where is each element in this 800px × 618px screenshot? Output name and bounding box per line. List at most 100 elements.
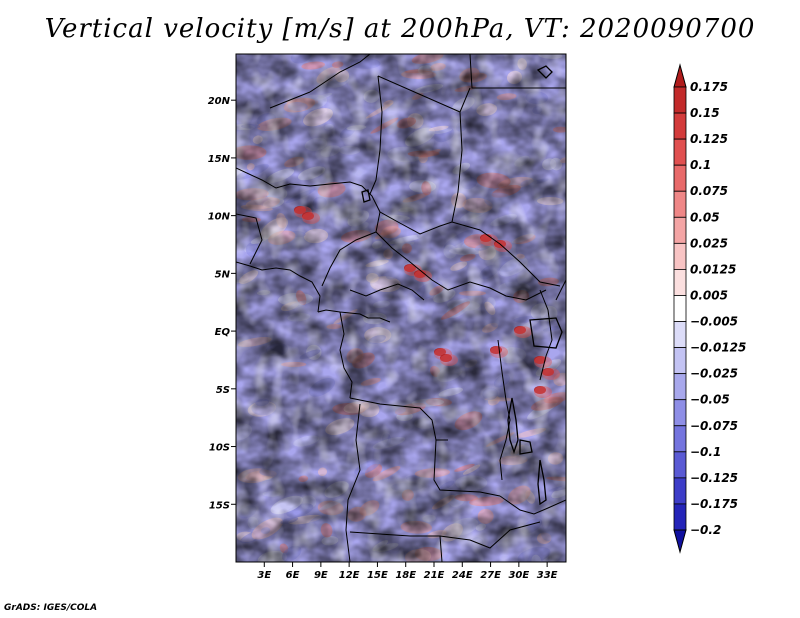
white-contours bbox=[236, 54, 566, 562]
colorbar-band bbox=[673, 216, 687, 244]
colorbar-arrow-bottom bbox=[673, 529, 687, 554]
y-axis: 20N 15N 10N 5N EQ 5S 10S 15S bbox=[208, 96, 236, 511]
border-congo bbox=[339, 311, 353, 399]
x-tick-label: 21E bbox=[424, 570, 445, 581]
border-angola-zambia bbox=[433, 439, 501, 497]
border-car-south bbox=[349, 283, 425, 301]
lake-victoria bbox=[529, 317, 563, 349]
colorbar-band bbox=[673, 242, 687, 270]
colorbar-label: −0.075 bbox=[690, 419, 738, 433]
x-tick-label: 15E bbox=[367, 570, 388, 581]
hotspot bbox=[302, 212, 314, 220]
x-tick-label: 24E bbox=[452, 570, 473, 581]
border-sahel bbox=[236, 167, 363, 189]
hotspot bbox=[534, 356, 546, 364]
y-tick-label: 5N bbox=[215, 269, 231, 280]
lake-malawi bbox=[537, 459, 547, 506]
border-chad-sudan bbox=[379, 211, 561, 287]
colorbar-label: 0.075 bbox=[690, 184, 728, 198]
border-zambia-zim bbox=[499, 495, 566, 515]
y-tick-label: 20N bbox=[208, 96, 231, 107]
colorbar-label: −0.175 bbox=[690, 497, 738, 511]
hotspot-halo bbox=[534, 386, 552, 398]
x-tick-label: 18E bbox=[395, 570, 416, 581]
country-borders bbox=[236, 54, 566, 562]
coastline-angola bbox=[345, 403, 361, 562]
coastline-west bbox=[236, 261, 321, 313]
x-tick-label: 12E bbox=[339, 570, 360, 581]
y-tick-label: 5S bbox=[216, 385, 230, 396]
hotspot bbox=[294, 206, 306, 214]
border-gabon bbox=[317, 309, 391, 323]
colorbar-arrow-top bbox=[673, 63, 687, 88]
colorbar-band bbox=[673, 425, 687, 453]
border-egypt bbox=[469, 54, 566, 89]
lake-nasser bbox=[536, 65, 553, 79]
border-chad-cameroon bbox=[321, 185, 381, 287]
hotspot-halo bbox=[414, 270, 432, 282]
colorbar-label: 0.025 bbox=[690, 236, 728, 250]
border-kenya bbox=[555, 279, 566, 301]
border-north-1 bbox=[309, 54, 371, 93]
y-tick-label: 10N bbox=[208, 212, 231, 223]
x-tick-label: 9E bbox=[314, 570, 328, 581]
lakes bbox=[361, 65, 563, 506]
hotspot-halo bbox=[514, 326, 532, 338]
colorbar-band bbox=[673, 112, 687, 140]
y-tick-label: 10S bbox=[209, 443, 230, 454]
hotspots bbox=[294, 206, 560, 398]
hotspot-halo bbox=[534, 356, 552, 368]
colorbar-label: −0.1 bbox=[690, 445, 721, 459]
x-tick-label: 6E bbox=[286, 570, 300, 581]
hotspot bbox=[434, 348, 446, 356]
colorbar-label: 0.15 bbox=[690, 106, 720, 120]
colorbar-label: −0.0125 bbox=[690, 341, 746, 355]
hotspot-halo bbox=[302, 212, 320, 224]
hotspot-halo bbox=[440, 354, 458, 366]
border-car bbox=[375, 231, 547, 301]
border-east-drc bbox=[497, 339, 511, 481]
x-tick-label: 3E bbox=[257, 570, 271, 581]
border-nigeria-west bbox=[236, 213, 263, 265]
chart-title: Vertical velocity [m/s] at 200hPa, VT: 2… bbox=[44, 14, 756, 44]
border-zim bbox=[469, 521, 541, 549]
lake-chad bbox=[361, 189, 371, 203]
colorbar-band bbox=[673, 399, 687, 427]
lake-tanganyika bbox=[507, 397, 519, 455]
border-botswana bbox=[439, 535, 443, 562]
border-namibia bbox=[349, 531, 471, 541]
hotspot bbox=[404, 264, 416, 272]
colorbar-band bbox=[673, 295, 687, 322]
hotspot bbox=[534, 386, 546, 394]
hotspot-halo bbox=[542, 368, 560, 380]
colorbar-band bbox=[673, 269, 687, 296]
colorbar: 0.175 0.15 0.125 0.1 0.075 0.05 0.025 0.0125 0.0… bbox=[673, 63, 746, 554]
colorbar-label: −0.025 bbox=[690, 367, 738, 381]
border-uganda bbox=[539, 289, 553, 381]
plot-area bbox=[236, 54, 566, 562]
hotspot bbox=[440, 354, 452, 362]
colorbar-label: −0.125 bbox=[690, 471, 738, 485]
colorbar-label: 0.175 bbox=[690, 80, 728, 94]
colorbar-label: 0.1 bbox=[690, 158, 711, 172]
colorbar-band bbox=[673, 451, 687, 479]
colorbar-label: 0.125 bbox=[690, 132, 728, 146]
colorbar-label: 0.005 bbox=[690, 288, 728, 302]
y-tick-label: 15S bbox=[209, 500, 230, 511]
colorbar-band bbox=[673, 321, 687, 348]
y-tick-label: EQ bbox=[215, 327, 231, 338]
lake-mweru bbox=[519, 439, 533, 455]
colorbar-band bbox=[673, 190, 687, 218]
border-libya-sudan bbox=[377, 75, 463, 223]
colorbar-band bbox=[673, 373, 687, 401]
plot-frame bbox=[235, 53, 567, 563]
x-tick-label: 33E bbox=[537, 570, 558, 581]
colorbar-band bbox=[673, 503, 687, 531]
colorbar-band bbox=[673, 164, 687, 192]
x-tick-label: 30E bbox=[508, 570, 529, 581]
hotspot bbox=[542, 368, 554, 376]
colorbar-label: −0.005 bbox=[690, 315, 738, 329]
colorbar-label: 0.05 bbox=[690, 210, 720, 224]
border-chad-libya bbox=[369, 75, 383, 195]
